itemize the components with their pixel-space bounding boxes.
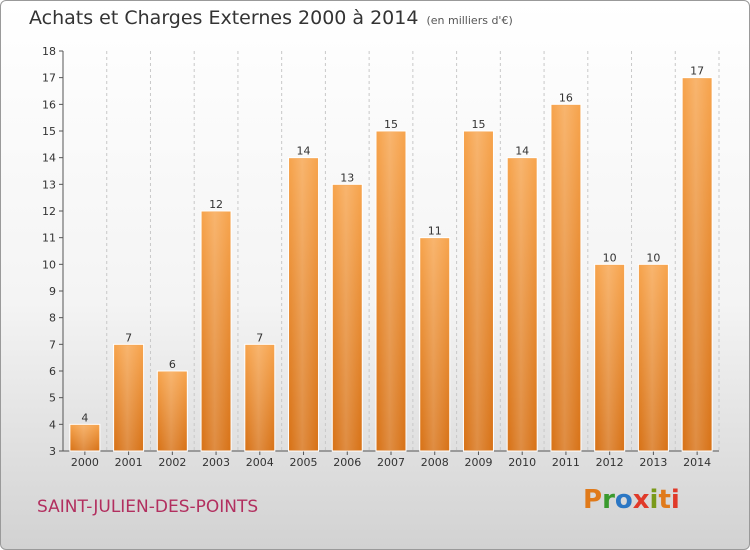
value-label: 7 [256,331,263,344]
y-tick-label: 12 [42,205,56,218]
chart-title: Achats et Charges Externes 2000 à 2014 (e… [29,7,513,29]
x-tick-label: 2002 [158,456,186,469]
logo-letter: x [632,485,650,515]
x-tick-label: 2009 [464,456,492,469]
axis-layer: 3 4 5 6 7 8 9 10 11 12 13 14 15 16 17 18 2000 2001 2002 200… [42,45,719,469]
value-label: 15 [471,118,485,131]
bar-highlight [552,105,579,450]
chart-unit: (en milliers d'€) [426,14,513,27]
bar-highlight [684,78,711,451]
bar-highlight [334,185,361,451]
y-tick-label: 4 [49,418,56,431]
value-label: 7 [125,331,132,344]
logo-letter: t [658,485,671,515]
value-label: 16 [559,91,573,104]
x-tick-label: 2003 [202,456,230,469]
value-label: 4 [81,411,88,424]
y-tick-label: 8 [49,312,56,325]
proxiti-logo: Proxiti [583,485,680,515]
bar-highlight [378,132,404,450]
y-tick-label: 7 [49,338,56,351]
x-tick-label: 2008 [421,456,449,469]
y-tick-label: 16 [42,98,56,111]
bar-highlight [71,425,98,450]
y-tick-label: 18 [42,45,56,58]
x-tick-label: 2011 [552,456,580,469]
value-label: 14 [297,145,311,158]
y-tick-label: 15 [42,125,56,138]
x-tick-label: 2006 [333,456,361,469]
grid-layer [106,51,720,451]
value-label: 14 [515,145,529,158]
bar-highlight [465,132,492,450]
x-tick-label: 2001 [115,456,143,469]
logo-letter: i [670,485,680,515]
logo-letter: P [583,485,603,515]
chart-title-text: Achats et Charges Externes 2000 à 2014 [29,7,419,29]
bar-highlight [509,158,536,450]
x-tick-label: 2014 [683,456,711,469]
y-tick-label: 17 [42,72,56,85]
y-tick-label: 3 [49,445,56,458]
bar-highlight [159,372,186,450]
y-tick-label: 10 [42,258,56,271]
value-label: 13 [340,171,354,184]
bar-highlight [290,158,317,450]
x-tick-label: 2007 [377,456,405,469]
y-tick-label: 13 [42,178,56,191]
x-tick-label: 2004 [246,456,274,469]
bar-layer: 4 7 6 12 7 14 13 15 11 15 14 16 10 10 17 [69,65,713,452]
value-label: 10 [603,251,617,264]
x-tick-label: 2010 [508,456,536,469]
commune-name: SAINT-JULIEN-DES-POINTS [37,497,259,517]
bar-highlight [596,265,623,450]
bar-highlight [203,212,230,450]
value-label: 17 [690,65,704,78]
value-label: 15 [384,118,398,131]
bar-highlight [246,345,273,450]
x-tick-label: 2013 [639,456,667,469]
bar-highlight [115,345,142,450]
logo-letter: r [602,485,615,515]
logo-letter: i [649,485,659,515]
value-label: 11 [428,225,442,238]
y-tick-label: 6 [49,365,56,378]
bar-highlight [421,238,448,450]
logo-letter: o [614,485,633,515]
x-tick-label: 2000 [71,456,99,469]
x-tick-label: 2012 [596,456,624,469]
value-label: 10 [646,251,660,264]
value-label: 12 [209,198,223,211]
y-tick-label: 14 [42,152,56,165]
y-tick-label: 5 [49,392,56,405]
x-tick-label: 2005 [290,456,318,469]
y-tick-label: 11 [42,232,56,245]
y-tick-label: 9 [49,285,56,298]
bar-highlight [640,265,667,450]
value-label: 6 [169,358,176,371]
